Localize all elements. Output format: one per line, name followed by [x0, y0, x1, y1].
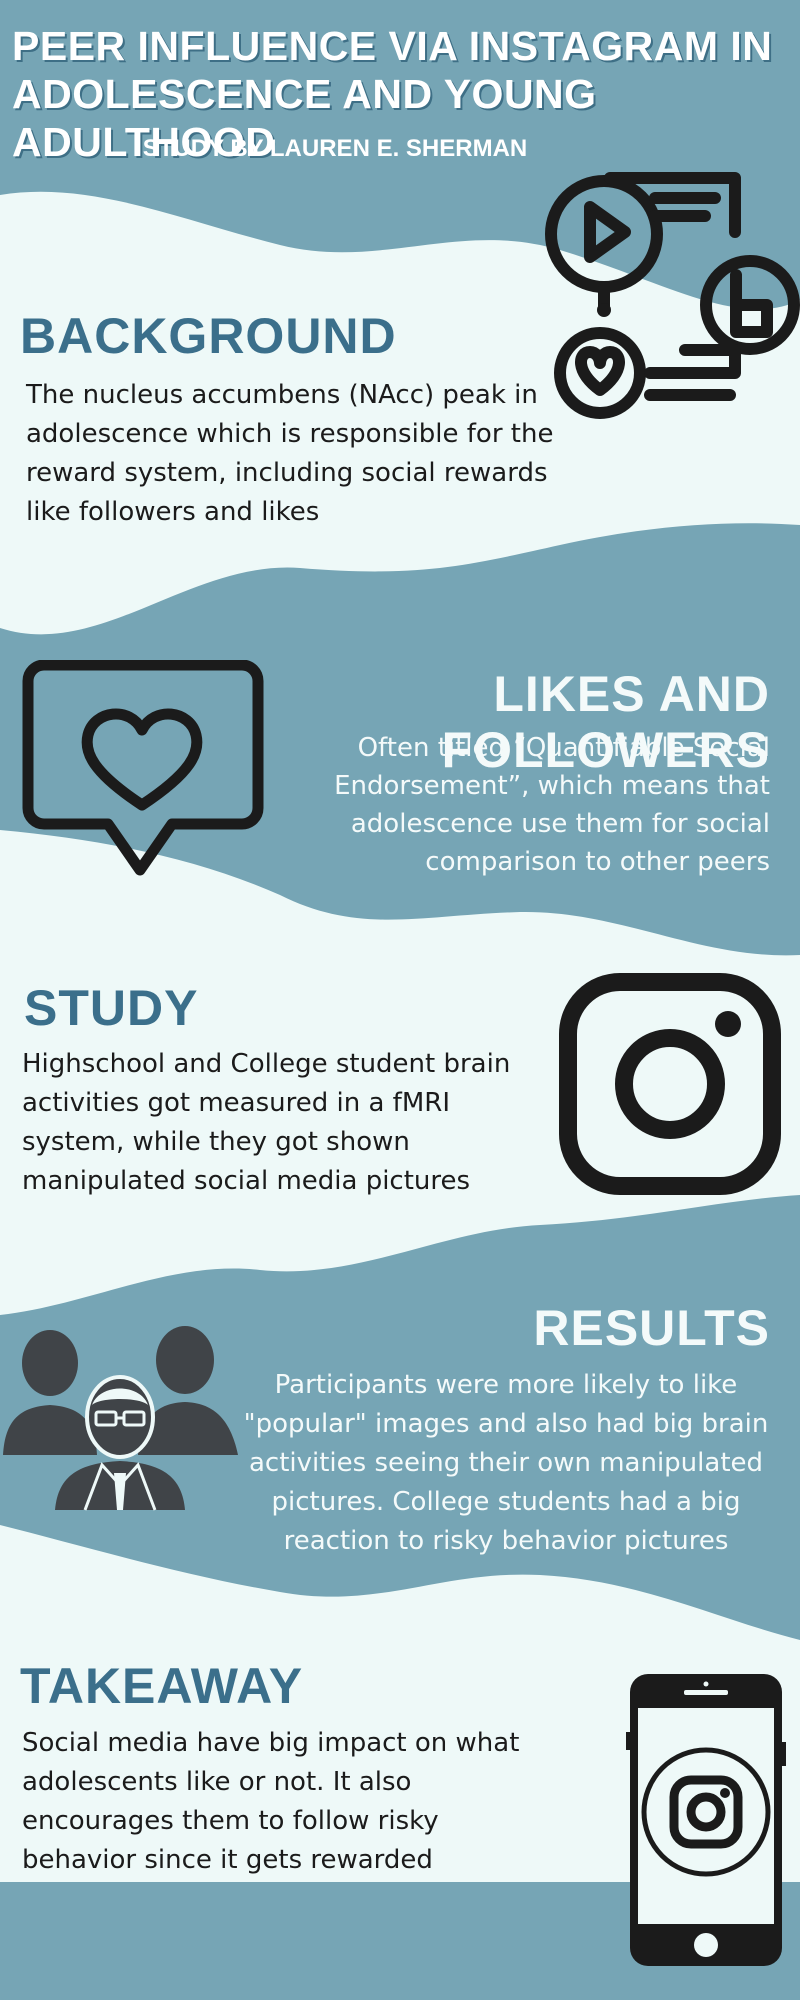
background-heading: BACKGROUND — [20, 308, 397, 364]
likes-heading: LIKES AND FOLLOWERS — [441, 666, 770, 778]
results-heading: RESULTS — [533, 1300, 770, 1356]
page-title: PEER INFLUENCE VIA INSTAGRAM IN ADOLESCE… — [12, 23, 773, 165]
study-text: Highschool and College student brain act… — [22, 1049, 511, 1196]
likes-text: Often titled “Quantifiable Social Endors… — [334, 733, 770, 877]
smartphone-instagram-icon — [626, 1674, 786, 1966]
heart-speech-bubble-icon — [22, 660, 264, 876]
people-group-icon — [3, 1326, 238, 1511]
social-media-network-icon — [545, 172, 800, 419]
takeaway-text: Social media have big impact on what ado… — [22, 1728, 520, 1875]
study-heading: STUDY — [24, 980, 199, 1036]
results-text: Participants were more likely to like "p… — [243, 1370, 769, 1556]
instagram-logo-icon — [559, 973, 781, 1195]
likes-band — [0, 523, 800, 956]
results-band — [0, 1195, 800, 1640]
background-text: The nucleus accumbens (NAcc) peak in ado… — [26, 380, 554, 527]
header-band — [0, 0, 800, 310]
takeaway-heading: TAKEAWAY — [20, 1658, 304, 1714]
author-byline: STUDY BY LAUREN E. SHERMAN — [142, 135, 528, 162]
